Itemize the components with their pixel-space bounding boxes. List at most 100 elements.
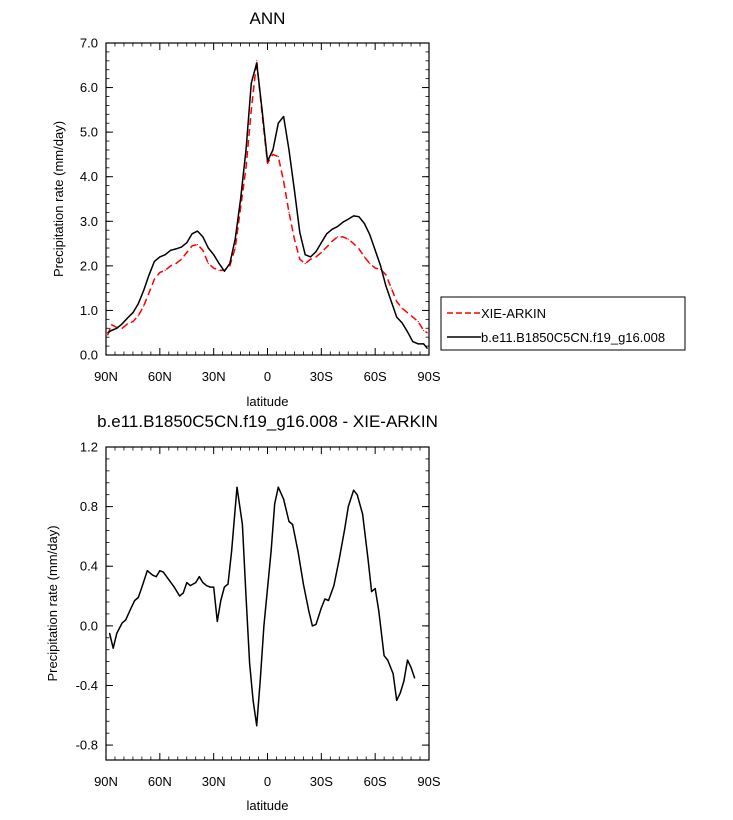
data-point — [272, 153, 274, 156]
data-point — [401, 322, 403, 324]
data-point — [186, 251, 188, 254]
data-point — [234, 247, 236, 249]
data-point — [392, 672, 394, 675]
data-point — [148, 274, 150, 276]
data-point — [196, 243, 199, 246]
data-point — [202, 582, 204, 584]
data-point — [370, 590, 373, 593]
x-tick-label: 30N — [202, 369, 226, 384]
y-tick-label: 2.0 — [80, 258, 98, 273]
data-point — [266, 587, 269, 590]
data-point — [331, 228, 333, 230]
data-point — [250, 109, 252, 111]
legend-label: b.e11.B1850C5CN.f19_g16.008 — [481, 330, 665, 345]
data-point — [417, 320, 419, 323]
data-point — [227, 583, 229, 585]
data-point — [107, 334, 109, 336]
data-point — [353, 489, 355, 491]
data-point — [283, 180, 285, 182]
data-point — [347, 506, 349, 508]
data-point — [220, 599, 222, 602]
data-point — [143, 305, 145, 307]
data-point — [164, 254, 166, 256]
data-point — [132, 320, 134, 323]
data-point — [320, 607, 322, 609]
data-point — [152, 574, 154, 576]
data-point — [270, 550, 272, 552]
data-point — [353, 215, 355, 217]
data-point — [320, 242, 322, 244]
data-point — [293, 238, 296, 240]
data-point — [155, 576, 157, 578]
data-point — [283, 498, 285, 500]
legend-label: XIE-ARKIN — [481, 306, 546, 321]
y-tick-label: 6.0 — [80, 80, 98, 95]
x-tick-label: 0 — [264, 774, 271, 789]
data-point — [299, 258, 301, 260]
data-point — [112, 647, 114, 649]
data-point — [218, 269, 220, 271]
data-point — [342, 236, 344, 238]
data-point — [173, 586, 175, 588]
data-point — [137, 315, 139, 317]
y-tick-label: -0.8 — [76, 738, 98, 753]
data-point — [234, 238, 236, 240]
data-point — [229, 263, 231, 265]
y-tick-label: 1.0 — [80, 303, 98, 318]
data-point — [277, 122, 279, 124]
data-point — [362, 513, 364, 515]
data-point — [170, 249, 172, 251]
data-point — [182, 592, 184, 594]
data-point — [162, 571, 165, 573]
data-point — [274, 503, 276, 505]
data-point — [387, 659, 389, 661]
data-point — [213, 586, 215, 588]
x-tick-label: 60N — [148, 369, 172, 384]
data-point — [110, 324, 112, 326]
data-point — [108, 632, 111, 634]
data-point — [390, 287, 392, 289]
data-point — [396, 300, 398, 303]
data-point — [417, 343, 419, 345]
data-point — [207, 263, 209, 265]
data-point — [406, 331, 409, 333]
y-tick-label: 3.0 — [80, 214, 98, 229]
y-tick-label: 1.2 — [80, 440, 98, 455]
data-point — [186, 242, 188, 244]
series-line-xie-arkin — [107, 60, 428, 336]
data-point — [153, 278, 156, 280]
legend-box — [440, 296, 686, 351]
data-point — [146, 570, 148, 572]
data-point — [363, 256, 365, 258]
x-tick-label: 90S — [417, 774, 440, 789]
data-point — [369, 263, 371, 265]
plot-frame — [105, 42, 430, 356]
data-point — [326, 246, 328, 248]
data-point — [288, 149, 290, 151]
data-point — [216, 620, 218, 622]
data-point — [277, 156, 279, 158]
plot-frame — [105, 446, 430, 761]
data-point — [252, 699, 254, 701]
data-point — [396, 316, 398, 318]
x-tick-label: 90N — [94, 774, 118, 789]
data-point — [426, 347, 428, 349]
data-point — [385, 274, 387, 276]
data-point — [403, 680, 405, 682]
x-tick-label: 90N — [94, 369, 118, 384]
y-tick-label: 0.4 — [80, 559, 98, 574]
data-point — [256, 60, 258, 62]
data-point — [121, 622, 123, 624]
x-tick-label: 90S — [417, 369, 440, 384]
data-point — [315, 256, 317, 258]
x-axis-label: latitude — [247, 798, 289, 813]
data-point — [121, 323, 123, 325]
data-point — [412, 341, 414, 343]
data-point — [266, 162, 269, 164]
data-point — [198, 576, 200, 578]
data-point — [288, 520, 290, 523]
data-point — [239, 207, 242, 209]
data-point — [159, 570, 161, 572]
data-point — [175, 263, 177, 265]
y-tick-label: 0.8 — [80, 499, 98, 514]
